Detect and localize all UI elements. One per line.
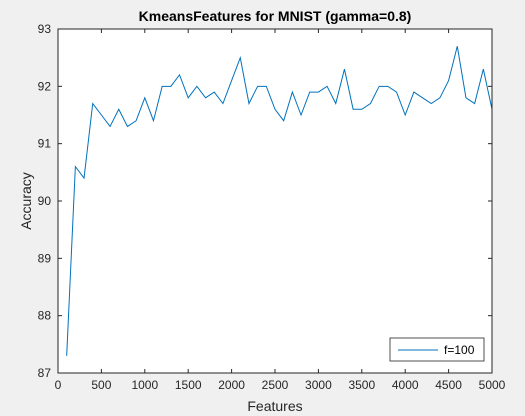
chart-title: KmeansFeatures for MNIST (gamma=0.8) [139,8,412,24]
legend: f=100 [389,337,485,362]
x-tick-label-1: 500 [91,378,111,392]
y-tick-labels: 87 88 89 90 91 92 93 [38,22,52,380]
y-tick-label-3: 90 [38,194,52,208]
axes-box [57,28,493,374]
y-tick-label-1: 88 [38,309,52,323]
x-tick-label-10: 5000 [479,378,506,392]
x-axis-label: Features [247,398,302,414]
x-tick-label-0: 0 [55,378,62,392]
y-tick-label-5: 92 [38,79,52,93]
x-tick-label-5: 2500 [262,378,289,392]
x-tick-label-3: 1500 [175,378,202,392]
y-tick-label-6: 93 [38,22,52,36]
y-tick-label-0: 87 [38,366,52,380]
series-layer [66,46,493,356]
x-tick-label-9: 4500 [435,378,462,392]
x-tick-label-6: 3000 [305,378,332,392]
y-tick-label-2: 89 [38,251,52,265]
x-tick-label-8: 4000 [392,378,419,392]
x-tick-label-7: 3500 [348,378,375,392]
y-tick-label-4: 91 [38,137,52,151]
x-tick-label-2: 1000 [131,378,158,392]
series-line-0 [66,46,493,356]
x-tick-label-4: 2000 [218,378,245,392]
y-axis-label: Accuracy [18,172,34,230]
plot-area [58,29,492,373]
x-tick-labels: 0 500 1000 1500 2000 2500 3000 3500 4000 4500 5000 [55,378,506,392]
legend-label-f100: f=100 [444,343,475,357]
